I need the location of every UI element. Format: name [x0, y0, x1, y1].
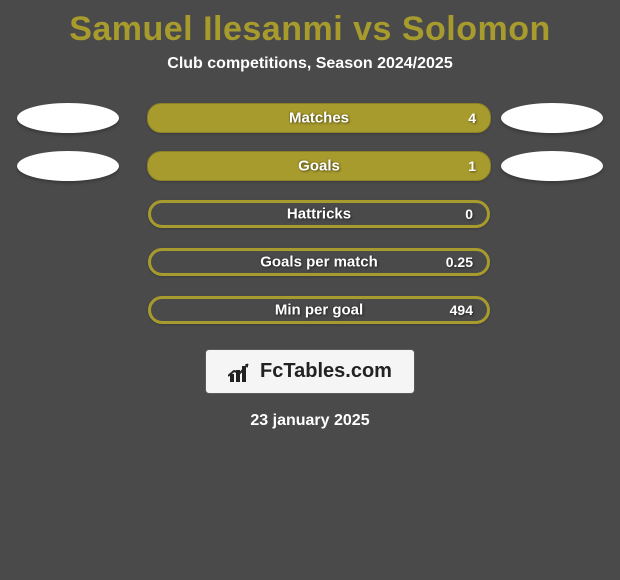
stat-label: Hattricks: [287, 206, 351, 223]
ellipse-spacer: [18, 295, 120, 325]
player-left-ellipse: [17, 103, 119, 133]
stat-row: Min per goal 494: [0, 295, 620, 325]
brand-chart-icon: [228, 362, 254, 382]
player-right-ellipse: [501, 151, 603, 181]
player-left-ellipse: [17, 151, 119, 181]
ellipse-spacer: [500, 199, 602, 229]
ellipse-spacer: [18, 247, 120, 277]
stat-value: 494: [450, 302, 473, 318]
ellipse-spacer: [18, 199, 120, 229]
stat-label: Goals per match: [260, 254, 378, 271]
stat-bar: Goals per match 0.25: [148, 248, 490, 276]
brand-box: FcTables.com: [205, 349, 415, 394]
ellipse-spacer: [500, 295, 602, 325]
stat-row: Hattricks 0: [0, 199, 620, 229]
ellipse-spacer: [500, 247, 602, 277]
stat-row: Goals 1: [0, 151, 620, 181]
stat-bar: Goals 1: [147, 151, 491, 181]
stat-value: 1: [468, 158, 476, 174]
stat-bar: Matches 4: [147, 103, 491, 133]
brand-label: FcTables.com: [260, 360, 392, 383]
date-label: 23 january 2025: [250, 412, 369, 430]
stat-row: Goals per match 0.25: [0, 247, 620, 277]
stats-bars: Matches 4 Goals 1 Hattricks 0 Goals per match 0…: [0, 103, 620, 325]
stat-label: Min per goal: [275, 302, 363, 319]
page-title: Samuel Ilesanmi vs Solomon: [69, 10, 551, 49]
stat-label: Goals: [298, 158, 340, 175]
stat-label: Matches: [289, 110, 349, 127]
stat-bar: Min per goal 494: [148, 296, 490, 324]
stat-value: 0.25: [446, 254, 473, 270]
page-subtitle: Club competitions, Season 2024/2025: [167, 55, 452, 73]
player-right-ellipse: [501, 103, 603, 133]
stat-value: 4: [468, 110, 476, 126]
stat-value: 0: [465, 206, 473, 222]
stat-row: Matches 4: [0, 103, 620, 133]
stat-bar: Hattricks 0: [148, 200, 490, 228]
